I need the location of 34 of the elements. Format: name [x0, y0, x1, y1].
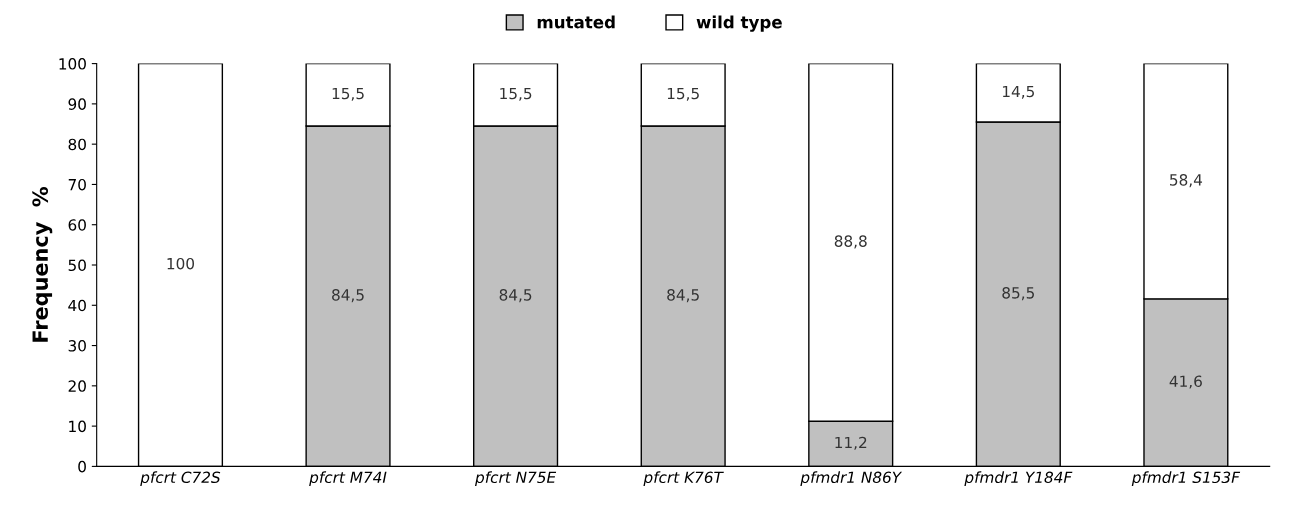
y-tick-label: 10 — [69, 420, 86, 433]
data-label: 84,5 — [499, 289, 532, 303]
data-label: 88,8 — [834, 235, 867, 249]
data-label: 14,5 — [1002, 85, 1034, 99]
x-tick-label: pfcrt K76T — [643, 471, 724, 487]
y-tick-label: 40 — [68, 299, 86, 312]
y-axis-title: Frequency % — [32, 187, 53, 342]
y-tick-label: 70 — [68, 178, 86, 191]
data-label: 84,5 — [332, 289, 364, 303]
y-tick-label: 60 — [68, 219, 86, 231]
data-label: 15,5 — [667, 87, 699, 101]
data-label: 15,5 — [500, 87, 532, 101]
data-label: 15,5 — [332, 87, 364, 101]
x-tick-label: pfmdr1 S153F — [1131, 471, 1241, 487]
y-tick-label: 80 — [68, 138, 86, 151]
y-tick-label: 30 — [68, 340, 86, 352]
x-tick-label: pfcrt C72S — [140, 471, 221, 487]
y-tick-label: 100 — [59, 58, 86, 70]
y-tick-label: 90 — [68, 98, 86, 110]
data-label: 84,5 — [667, 289, 699, 303]
y-tick-label: 50 — [68, 259, 86, 272]
data-label: 41,6 — [1169, 375, 1202, 389]
data-label: 85,5 — [1002, 287, 1034, 301]
data-label: 58,4 — [1170, 174, 1203, 188]
data-label: 100 — [167, 257, 195, 270]
data-label: 11,2 — [835, 436, 867, 450]
x-tick-label: pfmdr1 Y184F — [964, 471, 1073, 487]
y-tick-label: 20 — [68, 380, 86, 392]
legend-label: mutated — [537, 15, 615, 29]
legend-label: wild type — [696, 15, 782, 32]
x-tick-label: pfmdr1 N86Y — [800, 471, 903, 487]
x-tick-label: pfcrt M74I — [309, 471, 387, 487]
x-tick-label: pfcrt N75E — [474, 471, 557, 487]
y-tick-label: 0 — [78, 460, 86, 473]
